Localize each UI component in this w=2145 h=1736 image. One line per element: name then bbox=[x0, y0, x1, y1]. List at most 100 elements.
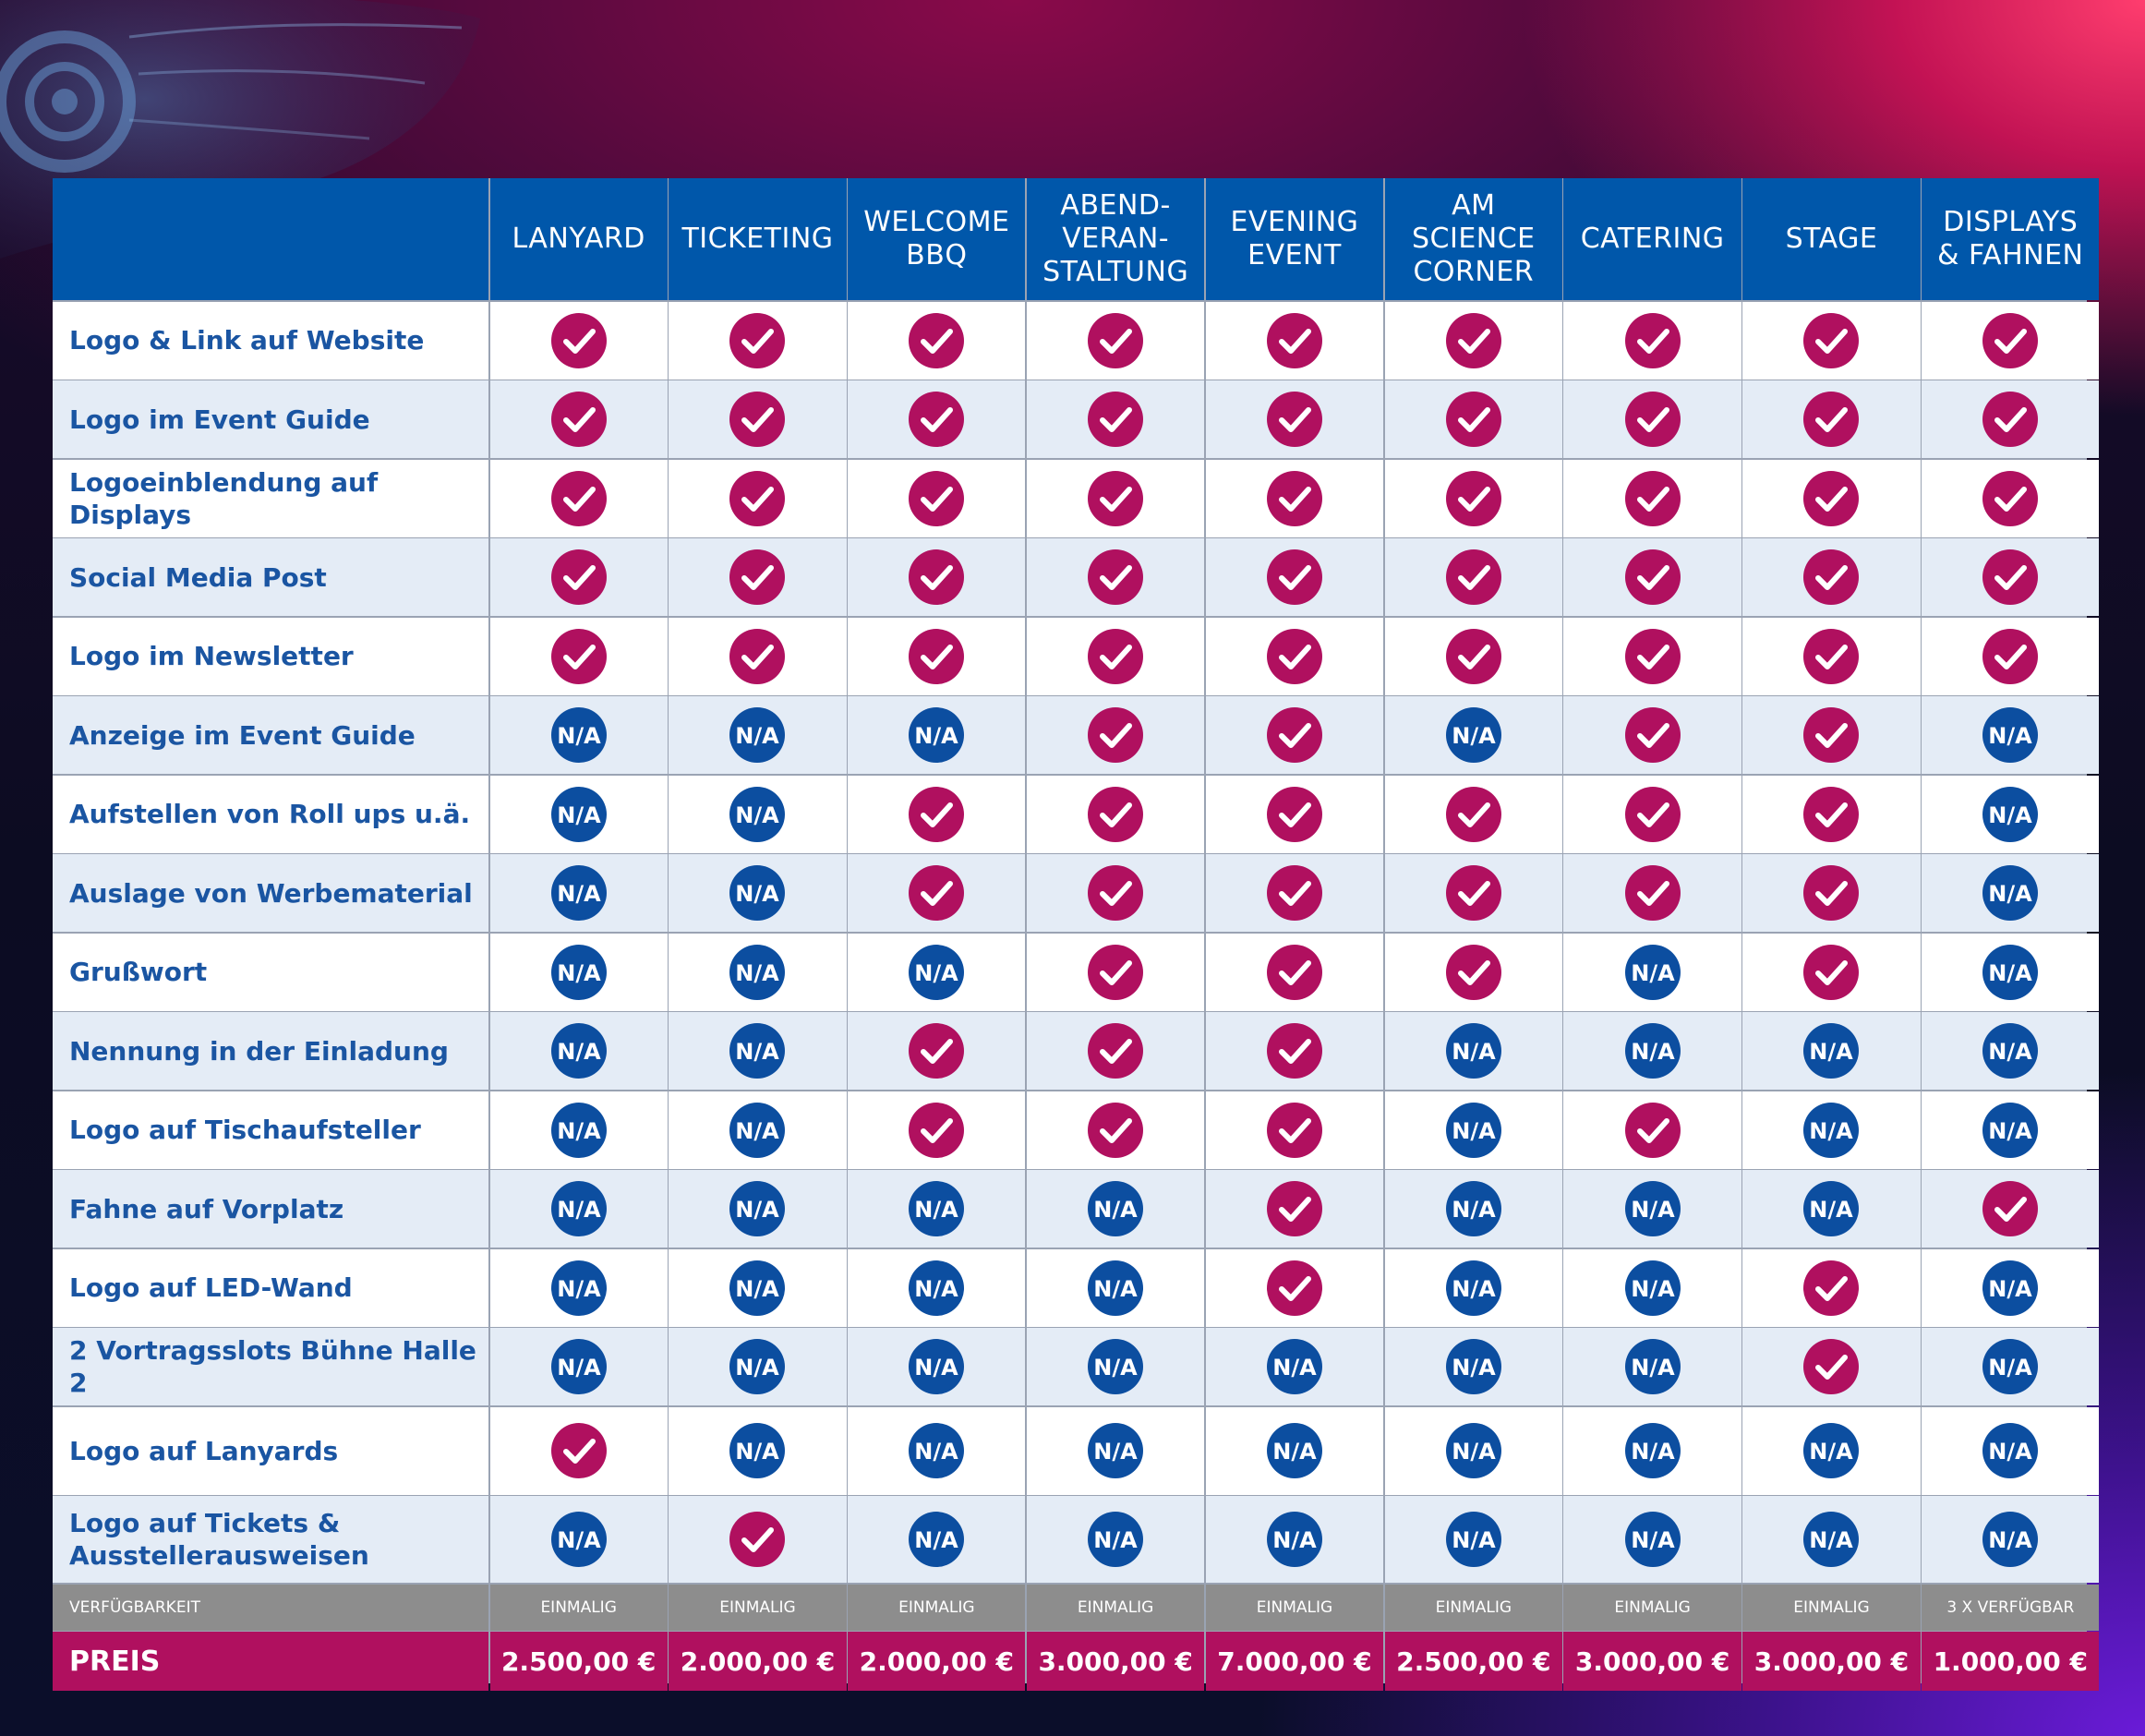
na-label: N/A bbox=[736, 1039, 780, 1065]
not-available-cell: N/A bbox=[1026, 1248, 1205, 1327]
na-circle-icon: N/A bbox=[729, 1260, 786, 1317]
checkmark-circle-icon bbox=[550, 1422, 608, 1479]
checkmark-circle-icon bbox=[1624, 312, 1681, 369]
checkmark-circle-icon bbox=[1982, 628, 2039, 685]
na-circle-icon: N/A bbox=[1445, 1102, 1502, 1159]
not-available-cell: N/A bbox=[1384, 1170, 1562, 1248]
included-cell bbox=[1384, 459, 1562, 537]
na-circle-icon: N/A bbox=[1445, 1422, 1502, 1479]
included-cell bbox=[1026, 933, 1205, 1011]
na-label: N/A bbox=[1452, 1276, 1496, 1302]
na-circle-icon: N/A bbox=[550, 706, 608, 764]
checkmark-circle-icon bbox=[1802, 391, 1860, 448]
feature-label: Logoeinblendung auf Displays bbox=[53, 459, 488, 537]
checkmark-circle-icon bbox=[1802, 944, 1860, 1001]
column-header-welcome-bbq: WELCOME BBQ bbox=[848, 178, 1026, 300]
checkmark-circle-icon bbox=[1087, 628, 1144, 685]
na-label: N/A bbox=[1452, 1197, 1496, 1223]
checkmark-circle-icon bbox=[1802, 628, 1860, 685]
na-label: N/A bbox=[736, 1276, 780, 1302]
checkmark-circle-icon bbox=[1624, 628, 1681, 685]
checkmark-circle-icon bbox=[1982, 312, 2039, 369]
not-available-cell: N/A bbox=[1384, 1406, 1562, 1495]
price-value: 2.000,00 € bbox=[669, 1632, 847, 1691]
checkmark-circle-icon bbox=[1266, 944, 1323, 1001]
not-available-cell: N/A bbox=[1026, 1170, 1205, 1248]
not-available-cell: N/A bbox=[669, 1170, 847, 1248]
not-available-cell: N/A bbox=[1922, 1012, 2100, 1090]
not-available-cell: N/A bbox=[1922, 1406, 2100, 1495]
not-available-cell: N/A bbox=[1563, 1328, 1741, 1405]
checkmark-circle-icon bbox=[550, 628, 608, 685]
checkmark-circle-icon bbox=[550, 391, 608, 448]
included-cell bbox=[1205, 538, 1384, 616]
header-corner bbox=[53, 178, 488, 300]
checkmark-circle-icon bbox=[1266, 628, 1323, 685]
availability-value: EINMALIG bbox=[669, 1584, 847, 1631]
checkmark-circle-icon bbox=[1266, 864, 1323, 922]
na-label: N/A bbox=[1452, 1527, 1496, 1553]
checkmark-circle-icon bbox=[1445, 549, 1502, 606]
included-cell bbox=[848, 380, 1026, 458]
na-label: N/A bbox=[1631, 1197, 1675, 1223]
checkmark-circle-icon bbox=[1982, 549, 2039, 606]
included-cell bbox=[1205, 775, 1384, 853]
not-available-cell: N/A bbox=[848, 933, 1026, 1011]
not-available-cell: N/A bbox=[669, 1406, 847, 1495]
included-cell bbox=[1563, 617, 1741, 695]
checkmark-circle-icon bbox=[1087, 1102, 1144, 1159]
included-cell bbox=[489, 459, 668, 537]
not-available-cell: N/A bbox=[1384, 1248, 1562, 1327]
included-cell bbox=[848, 854, 1026, 932]
na-label: N/A bbox=[1631, 1527, 1675, 1553]
na-circle-icon: N/A bbox=[1982, 1338, 2039, 1395]
na-label: N/A bbox=[1989, 1039, 2033, 1065]
na-label: N/A bbox=[1989, 881, 2033, 907]
na-label: N/A bbox=[736, 723, 780, 749]
not-available-cell: N/A bbox=[669, 696, 847, 774]
not-available-cell: N/A bbox=[669, 1328, 847, 1405]
not-available-cell: N/A bbox=[1922, 854, 2100, 932]
feature-label: Logo im Event Guide bbox=[53, 380, 488, 458]
na-circle-icon: N/A bbox=[1624, 1422, 1681, 1479]
included-cell bbox=[1742, 696, 1921, 774]
included-cell bbox=[1742, 459, 1921, 537]
na-label: N/A bbox=[915, 1439, 959, 1465]
na-circle-icon: N/A bbox=[1624, 1022, 1681, 1079]
included-cell bbox=[1742, 301, 1921, 380]
checkmark-circle-icon bbox=[729, 470, 786, 527]
checkmark-circle-icon bbox=[908, 312, 965, 369]
included-cell bbox=[1384, 775, 1562, 853]
included-cell bbox=[1205, 617, 1384, 695]
na-circle-icon: N/A bbox=[1982, 1511, 2039, 1568]
included-cell bbox=[1026, 301, 1205, 380]
included-cell bbox=[1922, 459, 2100, 537]
checkmark-circle-icon bbox=[1266, 786, 1323, 843]
na-circle-icon: N/A bbox=[1087, 1511, 1144, 1568]
not-available-cell: N/A bbox=[489, 1012, 668, 1090]
included-cell bbox=[1742, 380, 1921, 458]
included-cell bbox=[848, 1091, 1026, 1169]
included-cell bbox=[1742, 933, 1921, 1011]
na-circle-icon: N/A bbox=[1624, 1260, 1681, 1317]
na-circle-icon: N/A bbox=[1445, 1338, 1502, 1395]
na-label: N/A bbox=[557, 1355, 601, 1380]
included-cell bbox=[1026, 854, 1205, 932]
included-cell bbox=[1563, 301, 1741, 380]
na-label: N/A bbox=[1810, 1439, 1854, 1465]
na-circle-icon: N/A bbox=[729, 944, 786, 1001]
not-available-cell: N/A bbox=[1205, 1496, 1384, 1583]
not-available-cell: N/A bbox=[1742, 1406, 1921, 1495]
not-available-cell: N/A bbox=[1742, 1091, 1921, 1169]
included-cell bbox=[669, 1496, 847, 1583]
checkmark-circle-icon bbox=[1445, 864, 1502, 922]
na-circle-icon: N/A bbox=[908, 1511, 965, 1568]
na-circle-icon: N/A bbox=[908, 1260, 965, 1317]
na-circle-icon: N/A bbox=[550, 864, 608, 922]
na-circle-icon: N/A bbox=[1982, 1102, 2039, 1159]
na-label: N/A bbox=[1452, 1039, 1496, 1065]
checkmark-circle-icon bbox=[1087, 391, 1144, 448]
included-cell bbox=[1563, 538, 1741, 616]
checkmark-circle-icon bbox=[1266, 312, 1323, 369]
not-available-cell: N/A bbox=[1922, 775, 2100, 853]
